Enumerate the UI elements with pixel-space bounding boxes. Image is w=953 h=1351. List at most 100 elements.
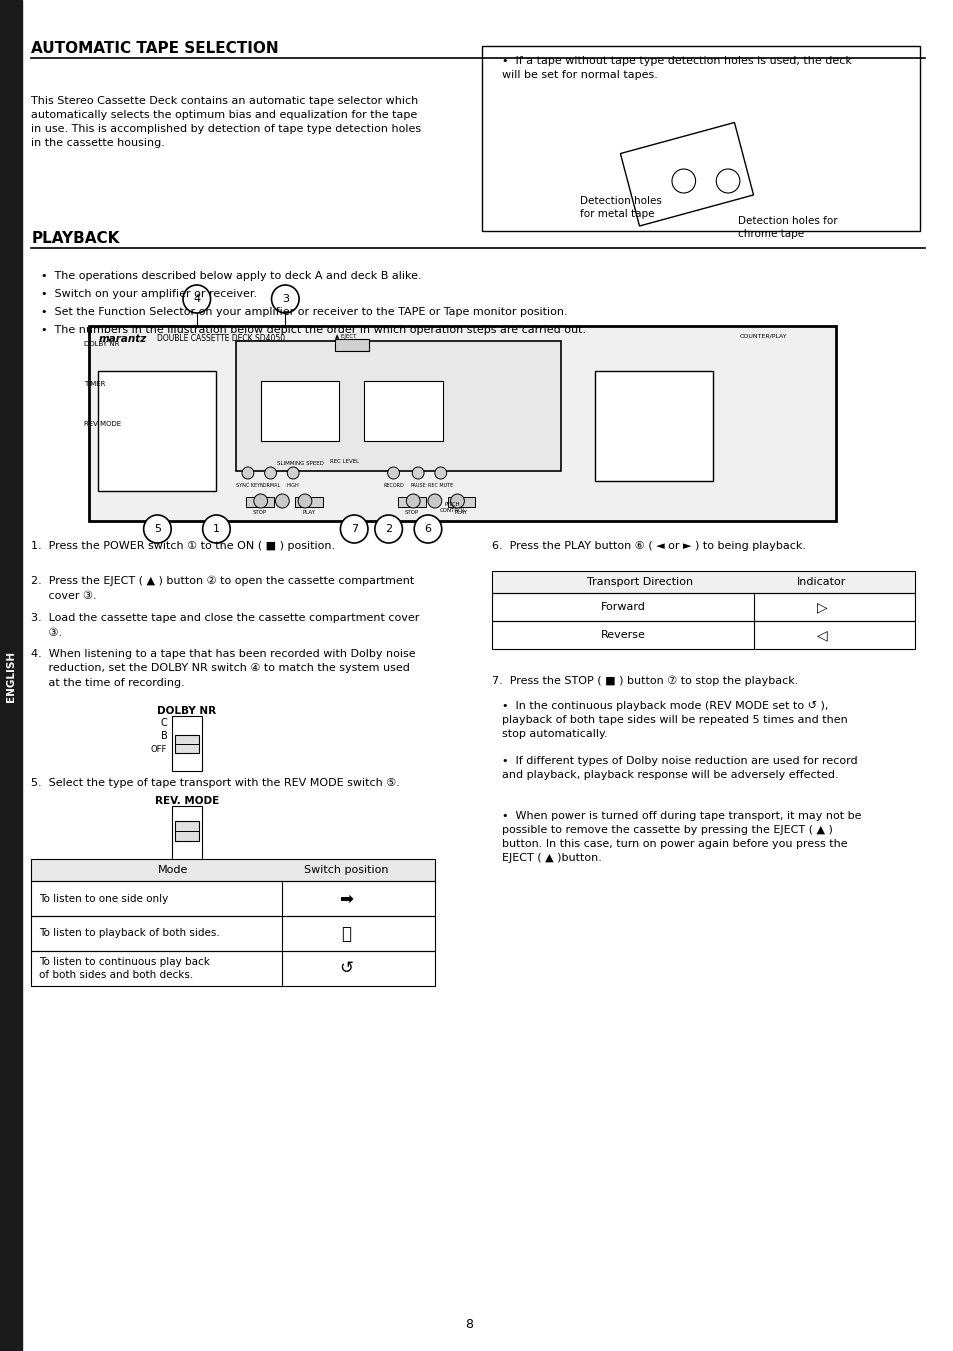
Text: STOP: STOP [405,509,419,515]
Text: NORMAL: NORMAL [259,484,281,488]
Bar [31,951,435,986]
Bar [492,571,914,593]
Text: RECORD: RECORD [383,484,403,488]
Text: marantz: marantz [98,334,147,345]
Text: Forward: Forward [600,603,645,612]
Circle shape [275,494,289,508]
Text: cover ③.: cover ③. [31,590,97,601]
Text: 7.  Press the STOP ( ■ ) button ⑦ to stop the playback.: 7. Press the STOP ( ■ ) button ⑦ to stop… [492,676,798,686]
Text: 6.  Press the PLAY button ⑥ ( ◄ or ► ) to being playback.: 6. Press the PLAY button ⑥ ( ◄ or ► ) to… [492,540,805,551]
Text: •  Switch on your amplifier or receiver.: • Switch on your amplifier or receiver. [41,289,257,299]
Text: Reverse: Reverse [600,630,645,640]
Text: •  The operations described below apply to deck A and deck B alike.: • The operations described below apply t… [41,272,421,281]
Bar [294,497,322,507]
Text: •  If a tape without tape type detection holes is used, the deck
will be set for: • If a tape without tape type detection … [501,55,851,80]
Text: REC LEVEL: REC LEVEL [330,459,358,463]
Text: OFF: OFF [151,744,167,754]
Text: REV MODE: REV MODE [84,422,121,427]
Text: ▷: ▷ [816,600,826,613]
Bar [246,497,274,507]
Text: ▲ EJECT: ▲ EJECT [335,334,355,339]
Text: 5.  Select the type of tape transport with the REV MODE switch ⑤.: 5. Select the type of tape transport wit… [31,778,400,788]
Circle shape [414,515,441,543]
Text: 3: 3 [281,295,289,304]
Text: B: B [160,731,167,740]
Text: SLIMMING SPEED: SLIMMING SPEED [276,461,323,466]
Bar [98,372,216,490]
Text: ENGLISH: ENGLISH [6,650,16,701]
Text: AUTOMATIC TAPE SELECTION: AUTOMATIC TAPE SELECTION [31,41,279,55]
Text: 8: 8 [465,1319,473,1331]
Circle shape [202,515,230,543]
Circle shape [144,515,171,543]
Text: HIGH: HIGH [287,484,299,488]
Circle shape [242,467,253,480]
Text: DOLBY NR: DOLBY NR [157,707,216,716]
Text: ➡: ➡ [339,889,353,908]
Circle shape [375,515,402,543]
Bar [31,881,435,916]
Text: 2: 2 [385,524,392,534]
Text: 4: 4 [193,295,200,304]
Bar [481,46,919,231]
Text: reduction, set the DOLBY NR switch ④ to match the system used: reduction, set the DOLBY NR switch ④ to … [31,663,410,673]
Text: ③.: ③. [31,628,63,638]
Text: •  When power is turned off during tape transport, it may not be
possible to rem: • When power is turned off during tape t… [501,811,861,863]
Text: Detection holes for
chrome tape: Detection holes for chrome tape [737,216,837,239]
Text: TIMER: TIMER [84,381,105,386]
Text: •  Set the Function Selector on your amplifier or receiver to the TAPE or Tape m: • Set the Function Selector on your ampl… [41,307,567,317]
Text: To listen to one side only: To listen to one side only [39,893,169,904]
Text: STOP: STOP [253,509,267,515]
Bar [364,381,442,440]
Text: Mode: Mode [157,865,188,875]
Circle shape [272,285,299,313]
Text: Indicator: Indicator [797,577,845,586]
Text: REV. MODE: REV. MODE [154,796,219,807]
Bar [236,340,560,471]
Text: •  If different types of Dolby noise reduction are used for record
and playback,: • If different types of Dolby noise redu… [501,757,857,780]
Bar [447,497,475,507]
Circle shape [450,494,464,508]
Circle shape [297,494,312,508]
Text: C: C [160,717,167,728]
Text: Switch position: Switch position [304,865,388,875]
Bar [172,807,201,871]
Bar [260,381,339,440]
Circle shape [340,515,368,543]
Text: DOUBLE CASSETTE DECK SD4050: DOUBLE CASSETTE DECK SD4050 [157,334,285,343]
Text: ➿: ➿ [341,924,351,943]
Bar [31,859,435,881]
Text: PITCH
CONTROL: PITCH CONTROL [439,503,465,513]
Text: 4.  When listening to a tape that has been recorded with Dolby noise: 4. When listening to a tape that has bee… [31,648,416,659]
Circle shape [435,467,446,480]
Circle shape [287,467,299,480]
Text: This Stereo Cassette Deck contains an automatic tape selector which
automaticall: This Stereo Cassette Deck contains an au… [31,96,421,149]
Text: COUNTER/PLAY: COUNTER/PLAY [739,334,786,339]
Text: PLAY: PLAY [455,509,467,515]
Text: ↺: ↺ [339,959,353,978]
Text: Detection holes
for metal tape: Detection holes for metal tape [579,196,661,219]
Circle shape [387,467,399,480]
Circle shape [264,467,276,480]
Text: PLAYBACK: PLAYBACK [31,231,120,246]
Text: 1.  Press the POWER switch ① to the ON ( ■ ) position.: 1. Press the POWER switch ① to the ON ( … [31,540,335,551]
Bar [595,372,713,481]
Circle shape [406,494,419,508]
Text: REC MUTE: REC MUTE [428,484,453,488]
Bar [398,497,426,507]
Bar [175,821,198,842]
Bar [31,916,435,951]
Text: SYNC KEY: SYNC KEY [235,484,260,488]
Text: PLAY: PLAY [302,509,315,515]
Text: 5: 5 [153,524,161,534]
Text: •  In the continuous playback mode (REV MODE set to ↺ ),
playback of both tape s: • In the continuous playback mode (REV M… [501,701,846,739]
Circle shape [183,285,211,313]
Bar [89,326,836,521]
Text: •  The numbers in the illustration below depict the order in which operation ste: • The numbers in the illustration below … [41,326,586,335]
Bar [172,716,201,771]
Bar [492,621,914,648]
Bar [0,0,22,1351]
Bar [619,123,753,226]
Bar [335,339,369,351]
Text: 6: 6 [424,524,431,534]
